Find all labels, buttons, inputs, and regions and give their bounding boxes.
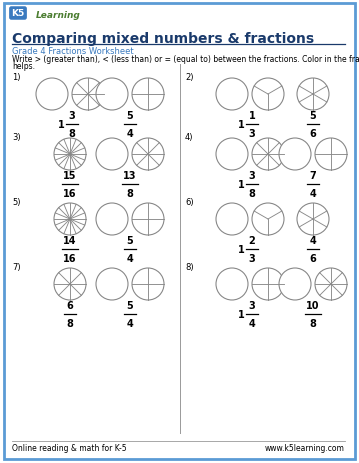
Circle shape [252, 269, 284, 300]
Text: 1: 1 [58, 120, 64, 130]
Circle shape [132, 79, 164, 111]
Text: 14: 14 [63, 236, 77, 245]
Text: 16: 16 [63, 188, 77, 199]
Text: 5: 5 [127, 111, 134, 121]
Text: 13: 13 [123, 171, 137, 181]
Text: 2): 2) [185, 73, 194, 82]
Text: 8: 8 [309, 319, 316, 328]
Text: 3: 3 [69, 111, 75, 121]
Circle shape [216, 79, 248, 111]
Text: 1: 1 [238, 244, 244, 255]
Circle shape [279, 139, 311, 171]
Text: 1): 1) [12, 73, 20, 82]
Text: helps.: helps. [12, 62, 35, 71]
Text: 1: 1 [249, 111, 255, 121]
Circle shape [216, 269, 248, 300]
Text: 5): 5) [12, 198, 20, 206]
Text: 7: 7 [309, 171, 316, 181]
Circle shape [297, 204, 329, 236]
Circle shape [96, 204, 128, 236]
Text: 6: 6 [67, 300, 73, 310]
Text: 3: 3 [249, 253, 255, 263]
Circle shape [279, 269, 311, 300]
Circle shape [252, 204, 284, 236]
Circle shape [297, 79, 329, 111]
Circle shape [54, 269, 86, 300]
Circle shape [96, 269, 128, 300]
Text: 1: 1 [238, 309, 244, 319]
Circle shape [96, 139, 128, 171]
Circle shape [132, 204, 164, 236]
Text: Comparing mixed numbers & fractions: Comparing mixed numbers & fractions [12, 32, 314, 46]
Text: 5: 5 [309, 111, 316, 121]
Text: 1: 1 [238, 120, 244, 130]
Text: K5: K5 [11, 9, 25, 19]
Text: 4: 4 [127, 129, 134, 139]
Text: Online reading & math for K-5: Online reading & math for K-5 [12, 443, 127, 452]
Text: 3: 3 [249, 171, 255, 181]
Circle shape [216, 204, 248, 236]
Text: www.k5learning.com: www.k5learning.com [265, 443, 345, 452]
Text: 3: 3 [249, 300, 255, 310]
Text: 6): 6) [185, 198, 194, 206]
Circle shape [315, 269, 347, 300]
Text: 15: 15 [63, 171, 77, 181]
Text: 8: 8 [127, 188, 134, 199]
Text: 16: 16 [63, 253, 77, 263]
Text: 6: 6 [309, 129, 316, 139]
Text: Learning: Learning [36, 11, 81, 19]
Circle shape [36, 79, 68, 111]
Circle shape [54, 139, 86, 171]
Text: 8: 8 [66, 319, 74, 328]
Circle shape [216, 139, 248, 171]
Text: 10: 10 [306, 300, 320, 310]
Circle shape [72, 79, 104, 111]
Text: 2: 2 [249, 236, 255, 245]
Circle shape [54, 204, 86, 236]
Circle shape [132, 139, 164, 171]
Circle shape [96, 79, 128, 111]
Text: 8: 8 [248, 188, 256, 199]
Text: 4: 4 [127, 319, 134, 328]
Text: 5: 5 [127, 300, 134, 310]
Text: Write > (greater than), < (less than) or = (equal to) between the fractions. Col: Write > (greater than), < (less than) or… [12, 55, 359, 64]
Text: 5: 5 [127, 236, 134, 245]
Text: 4: 4 [127, 253, 134, 263]
Circle shape [315, 139, 347, 171]
Circle shape [252, 79, 284, 111]
Text: 1: 1 [238, 180, 244, 189]
Text: 4: 4 [249, 319, 255, 328]
Text: 4: 4 [309, 236, 316, 245]
Circle shape [132, 269, 164, 300]
Text: 4: 4 [309, 188, 316, 199]
Text: 4): 4) [185, 133, 194, 142]
Text: 6: 6 [309, 253, 316, 263]
Text: 8: 8 [69, 129, 75, 139]
Text: 7): 7) [12, 263, 20, 271]
Text: 3): 3) [12, 133, 20, 142]
Circle shape [252, 139, 284, 171]
Text: 8): 8) [185, 263, 194, 271]
Text: 3: 3 [249, 129, 255, 139]
Text: Grade 4 Fractions Worksheet: Grade 4 Fractions Worksheet [12, 47, 134, 56]
